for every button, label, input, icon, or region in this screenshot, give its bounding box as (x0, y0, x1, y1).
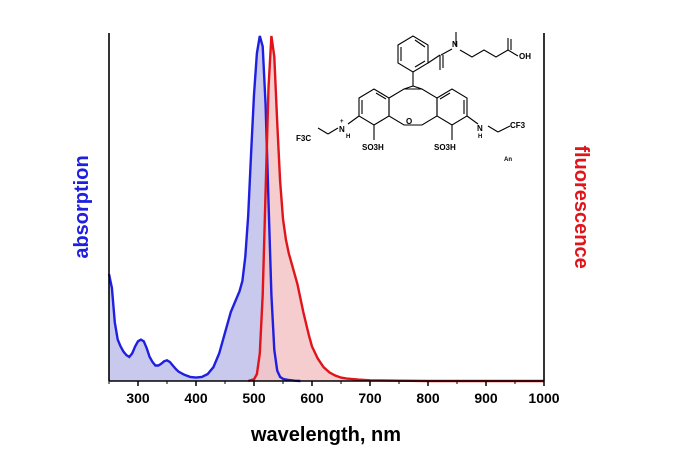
x-axis-title: wavelength, nm (250, 424, 401, 446)
absorption-area (109, 36, 301, 381)
cf3-right-label: CF3 (510, 121, 526, 130)
oh-label: OH (519, 52, 531, 61)
ring-oxygen-label: O (406, 117, 412, 126)
sulfo-right-label: SO3H (434, 143, 456, 152)
plus-charge: + (340, 119, 344, 125)
chemical-structure (317, 32, 519, 140)
x-tick-label: 300 (126, 390, 150, 406)
sulfo-left-label: SO3H (362, 143, 384, 152)
x-tick-label: 500 (242, 390, 266, 406)
nh-plus-label: N (339, 125, 345, 134)
anion-label: An (504, 157, 512, 163)
fluorescence-series-line (247, 35, 544, 383)
chemical-structure-labels: N OH F3C N + H O SO3H SO3H N H CF3 An (296, 40, 531, 163)
x-axis-ticks: 300 400 500 600 700 800 900 1000 (108, 381, 560, 406)
x-tick-label: 600 (300, 390, 324, 406)
x-tick-label: 800 (416, 390, 440, 406)
amide-n-label: N (452, 40, 458, 49)
absorption-series-line (107, 35, 301, 383)
x-tick-label: 700 (358, 390, 382, 406)
y-axis-title-left: absorption (71, 155, 93, 258)
x-tick-label: 900 (474, 390, 498, 406)
nh-right-label: N (477, 124, 483, 133)
h-right-label: H (478, 134, 482, 140)
f3c-left-label: F3C (296, 134, 311, 143)
x-tick-label: 400 (184, 390, 208, 406)
x-tick-label: 1000 (528, 390, 559, 406)
h-left-label: H (346, 134, 350, 140)
y-axis-title-right: fluorescence (570, 145, 592, 268)
fluorescence-area (248, 36, 544, 381)
